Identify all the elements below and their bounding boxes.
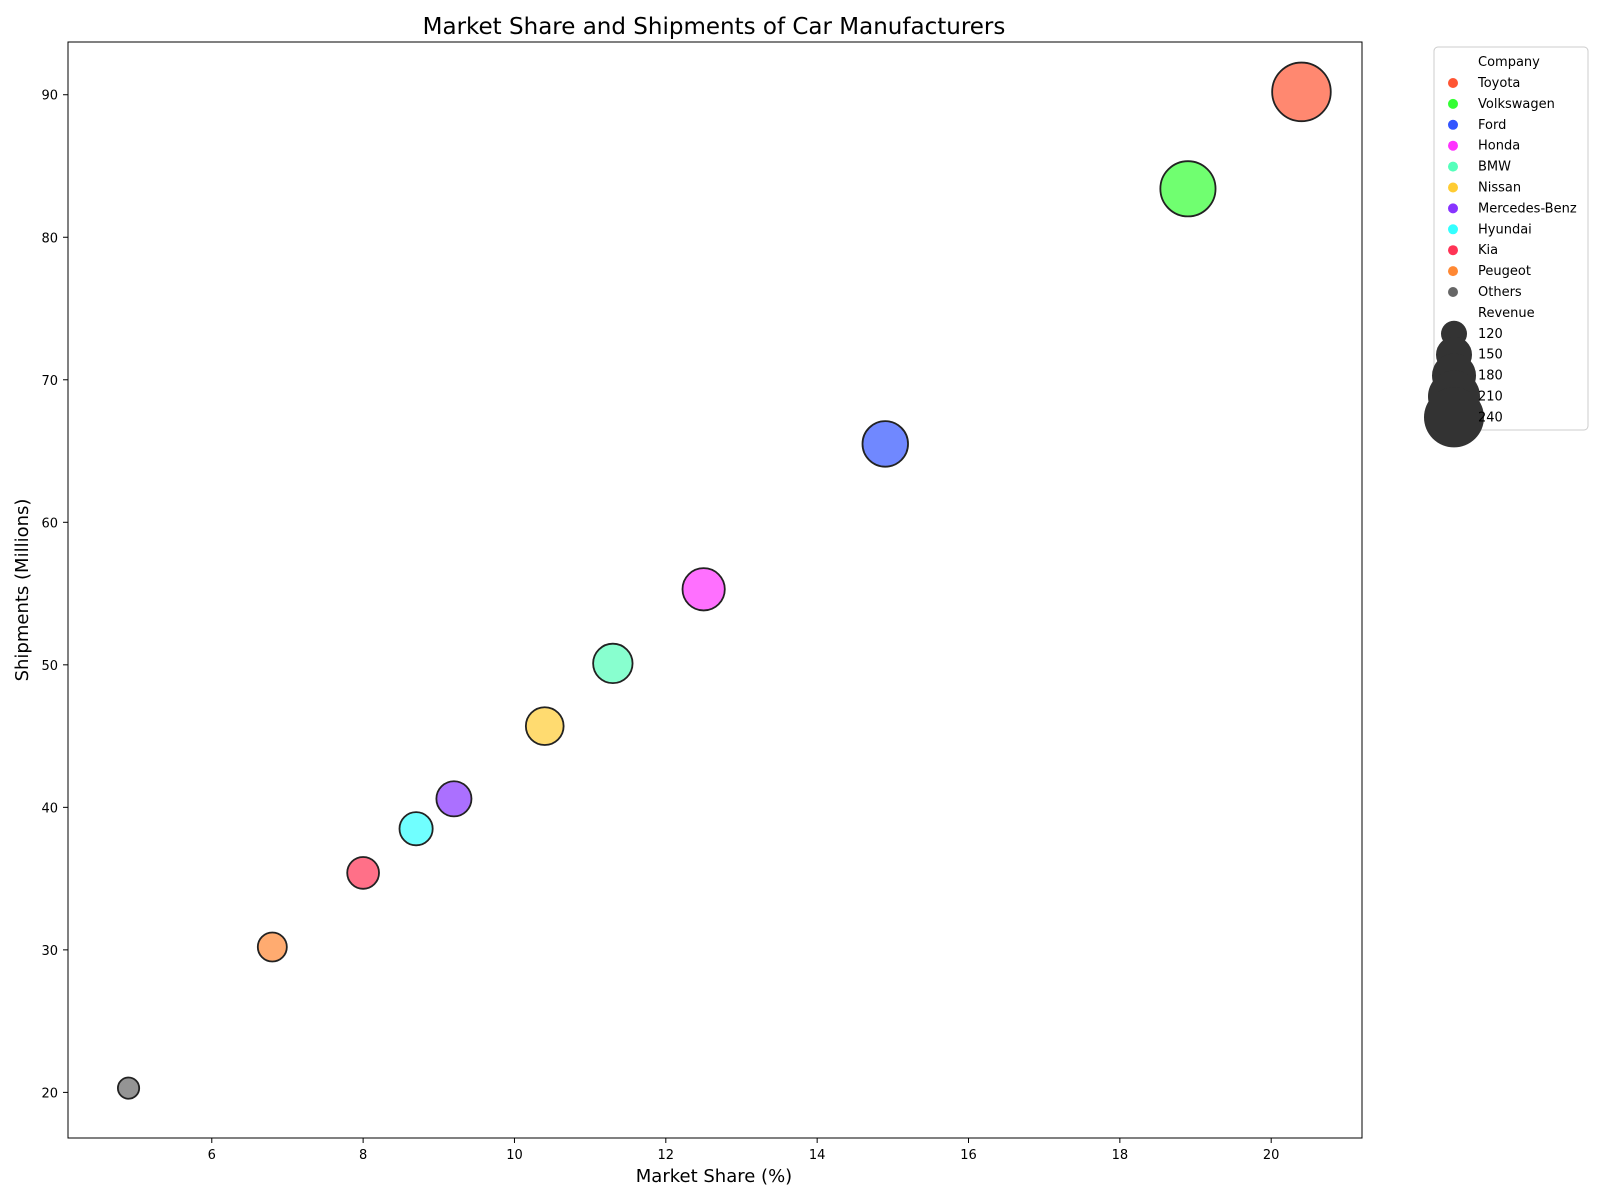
bubble-nissan bbox=[524, 706, 565, 746]
x-tick-label: 18 bbox=[1112, 1148, 1129, 1163]
bubble-layer bbox=[116, 61, 1332, 1100]
legend-box bbox=[1433, 46, 1589, 431]
x-tick-label: 6 bbox=[208, 1148, 216, 1163]
legend-marker bbox=[1448, 98, 1458, 109]
legend-entry: BMW bbox=[1478, 160, 1511, 175]
x-tick-label: 10 bbox=[506, 1148, 523, 1163]
legend-size-label: 180 bbox=[1478, 369, 1503, 384]
legend-marker bbox=[1448, 224, 1458, 235]
bubble-ford bbox=[861, 420, 909, 468]
legend-entry: Volkswagen bbox=[1478, 97, 1555, 112]
legend-marker bbox=[1448, 266, 1458, 277]
bubble-volkswagen bbox=[1159, 160, 1217, 218]
legend-size-title: Revenue bbox=[1478, 306, 1535, 321]
legend-size-marker bbox=[1424, 387, 1484, 448]
legend-marker bbox=[1448, 182, 1458, 193]
x-tick-label: 16 bbox=[960, 1148, 977, 1163]
y-tick-label: 20 bbox=[41, 1086, 58, 1101]
x-tick-label: 20 bbox=[1263, 1148, 1280, 1163]
bubble-mercedes-benz bbox=[435, 780, 473, 818]
plot-frame bbox=[67, 41, 1363, 1139]
chart-title: Market Share and Shipments of Car Manufa… bbox=[423, 14, 1006, 40]
legend-size-label: 210 bbox=[1478, 390, 1503, 405]
plot-area bbox=[67, 41, 1363, 1139]
legend-marker bbox=[1448, 161, 1458, 172]
legend-marker bbox=[1448, 119, 1458, 130]
legend-entry: Hyundai bbox=[1478, 222, 1532, 237]
y-tick-label: 60 bbox=[41, 516, 58, 531]
x-axis-label: Market Share (%) bbox=[636, 1166, 792, 1187]
bubble-hyundai bbox=[398, 811, 434, 847]
legend-marker bbox=[1448, 203, 1458, 214]
x-tick-label: 14 bbox=[809, 1148, 826, 1163]
y-tick-label: 30 bbox=[41, 944, 58, 959]
legend-entry: Others bbox=[1478, 285, 1522, 300]
legend-entry: Ford bbox=[1478, 118, 1506, 133]
y-tick-label: 70 bbox=[41, 374, 58, 389]
legend-entry: Toyota bbox=[1477, 76, 1520, 91]
y-tick-label: 40 bbox=[41, 801, 58, 816]
legend-entry: Honda bbox=[1478, 139, 1520, 154]
legend-marker bbox=[1448, 245, 1458, 256]
legend-hue-title: Company bbox=[1478, 55, 1540, 70]
legend: Company Toyota Volkswagen Ford Honda BMW Nissa… bbox=[1424, 46, 1589, 448]
y-axis: 20 30 40 50 60 70 80 90 bbox=[41, 89, 68, 1101]
y-tick-label: 80 bbox=[41, 231, 58, 246]
legend-entry: Nissan bbox=[1478, 181, 1521, 196]
bubble-honda bbox=[681, 567, 726, 612]
legend-entry: Peugeot bbox=[1478, 264, 1531, 279]
bubble-kia bbox=[346, 856, 380, 890]
x-tick-label: 8 bbox=[359, 1148, 367, 1163]
bubble-others bbox=[116, 1076, 141, 1100]
legend-marker bbox=[1448, 78, 1458, 88]
legend-marker bbox=[1448, 287, 1458, 297]
y-axis-label: Shipments (Millions) bbox=[12, 499, 33, 682]
legend-entry: Kia bbox=[1478, 243, 1498, 258]
x-tick-label: 12 bbox=[658, 1148, 675, 1163]
legend-size-label: 120 bbox=[1478, 327, 1503, 342]
legend-size-label: 150 bbox=[1478, 348, 1503, 363]
legend-marker bbox=[1448, 140, 1458, 151]
legend-entry: Mercedes-Benz bbox=[1478, 201, 1577, 216]
bubble-peugeot bbox=[256, 931, 288, 963]
bubble-toyota bbox=[1271, 61, 1332, 123]
legend-size-label: 240 bbox=[1478, 410, 1503, 425]
bubble-bmw bbox=[592, 642, 634, 685]
x-axis: 6 8 10 12 14 16 18 20 bbox=[208, 1138, 1280, 1163]
y-tick-label: 90 bbox=[41, 89, 58, 104]
y-tick-label: 50 bbox=[41, 659, 58, 674]
